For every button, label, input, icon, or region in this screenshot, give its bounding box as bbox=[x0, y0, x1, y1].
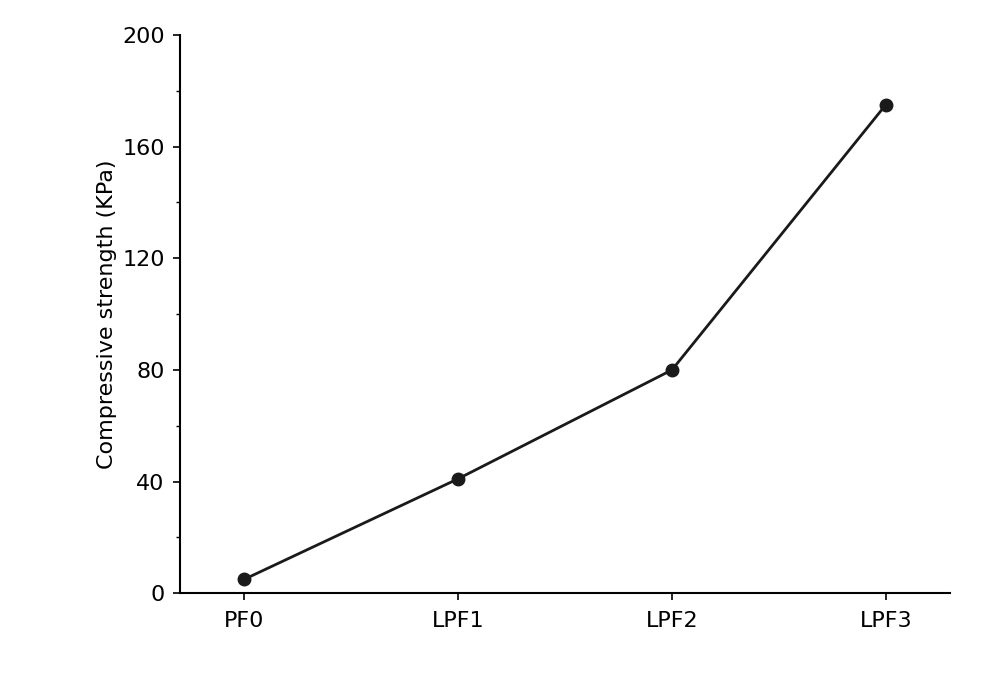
Y-axis label: Compressive strength (KPa): Compressive strength (KPa) bbox=[97, 159, 117, 469]
